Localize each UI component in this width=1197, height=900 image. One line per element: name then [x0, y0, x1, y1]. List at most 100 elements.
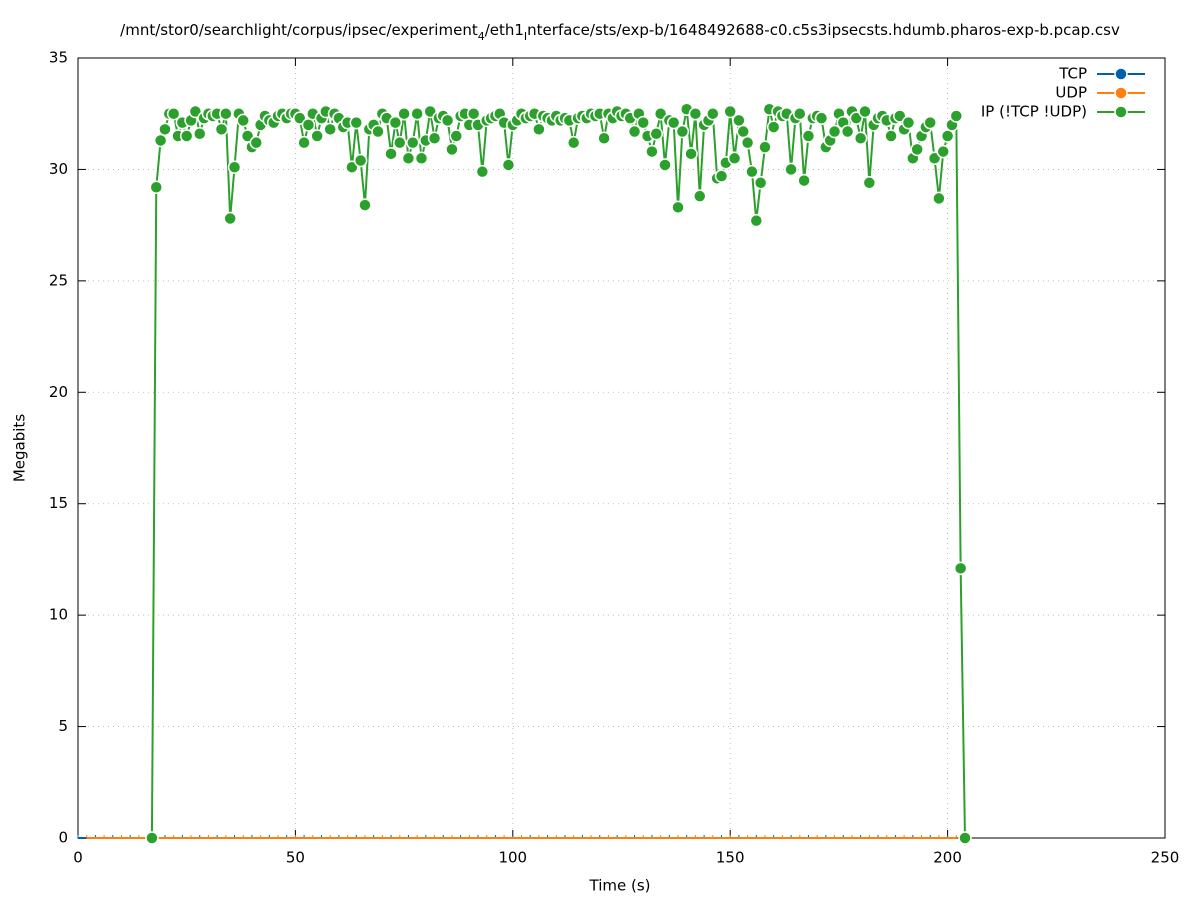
- x-tick-label: 50: [286, 849, 305, 867]
- data-point: [784, 162, 798, 177]
- data-point: [840, 124, 855, 139]
- x-tick-label: 150: [716, 849, 745, 867]
- data-point: [192, 127, 207, 141]
- data-point: [693, 189, 707, 203]
- data-point: [666, 115, 681, 130]
- data-point: [440, 113, 455, 128]
- x-tick-label: 250: [1151, 849, 1180, 867]
- plot-border: [77, 57, 1166, 839]
- y-tick-label: 20: [49, 383, 68, 401]
- data-point: [532, 122, 546, 137]
- data-point: [397, 106, 411, 121]
- data-point: [801, 129, 816, 143]
- data-point: [406, 135, 420, 150]
- data-point: [427, 131, 442, 145]
- data-point: [371, 124, 385, 139]
- data-point: [449, 129, 464, 143]
- data-point: [292, 111, 307, 125]
- data-point: [166, 106, 181, 121]
- data-point: [758, 140, 772, 154]
- data-point: [736, 124, 750, 139]
- data-point: [358, 198, 372, 212]
- data-point: [414, 151, 429, 166]
- data-point: [958, 831, 972, 845]
- data-point: [388, 115, 403, 130]
- data-point: [227, 160, 242, 174]
- data-point: [645, 144, 659, 159]
- data-point: [658, 158, 672, 172]
- data-point: [688, 106, 703, 121]
- data-point: [653, 106, 668, 121]
- data-point: [932, 191, 946, 206]
- x-tick-label: 200: [933, 849, 962, 867]
- chart-title: /mnt/stor0/searchlight/corpus/ipsec/expe…: [120, 21, 1120, 43]
- y-tick-label: 35: [49, 49, 68, 67]
- title-part: /mnt/stor0/searchlight/corpus/ipsec/expe…: [120, 21, 478, 39]
- data-point: [936, 144, 951, 159]
- legend-label: IP (!TCP !UDP): [981, 103, 1087, 121]
- data-point: [901, 115, 916, 130]
- data-point: [749, 213, 764, 228]
- data-point: [153, 133, 168, 148]
- data-point: [753, 176, 768, 190]
- data-point: [910, 142, 924, 157]
- data-point: [323, 122, 337, 137]
- data-point: [219, 106, 233, 121]
- y-tick-label: 0: [58, 829, 68, 847]
- data-point: [927, 151, 942, 166]
- data-point: [236, 113, 250, 128]
- data-point: [793, 106, 807, 121]
- data-point: [827, 124, 842, 139]
- x-tick-label: 100: [498, 849, 527, 867]
- data-point: [249, 135, 264, 150]
- data-point: [766, 120, 781, 134]
- data-point: [884, 129, 898, 143]
- legend-marker: [1114, 86, 1128, 100]
- data-point: [445, 142, 459, 157]
- data-point: [158, 122, 172, 137]
- data-point: [384, 147, 398, 161]
- data-point: [858, 104, 872, 119]
- data-point: [179, 129, 194, 143]
- data-point: [684, 147, 698, 161]
- legend-marker: [1114, 105, 1128, 119]
- data-point: [862, 176, 877, 190]
- data-point: [727, 151, 742, 166]
- data-point: [310, 129, 324, 143]
- data-point: [940, 129, 955, 143]
- data-point: [849, 111, 864, 125]
- y-tick-label: 5: [58, 717, 68, 735]
- data-point: [297, 135, 311, 150]
- data-point: [423, 104, 437, 119]
- data-point: [301, 118, 316, 132]
- data-point: [501, 158, 516, 172]
- x-axis-label: Time (s): [589, 877, 651, 895]
- data-point: [627, 124, 642, 139]
- data-point: [597, 131, 611, 145]
- data-point: [349, 115, 364, 130]
- y-tick-label: 15: [49, 494, 68, 512]
- x-tick-label: 0: [73, 849, 83, 867]
- data-point: [797, 173, 811, 188]
- title-subscript: 4: [478, 30, 485, 43]
- data-point: [923, 115, 937, 130]
- y-tick-label: 25: [49, 271, 68, 289]
- data-point: [475, 164, 490, 179]
- data-point: [214, 122, 229, 137]
- y-tick-label: 10: [49, 606, 68, 624]
- data-point: [649, 127, 664, 141]
- data-point: [953, 561, 968, 576]
- data-point: [740, 135, 755, 150]
- legend-marker: [1114, 67, 1128, 81]
- data-point: [893, 109, 907, 123]
- data-point: [714, 169, 729, 183]
- legend-label: UDP: [1055, 84, 1087, 102]
- data-point: [706, 106, 720, 121]
- data-point: [723, 104, 737, 119]
- data-point: [345, 160, 359, 174]
- data-point: [149, 180, 164, 195]
- title-part: /eth1: [485, 21, 524, 39]
- y-tick-label: 30: [49, 160, 68, 178]
- title-subscript: I: [524, 30, 527, 43]
